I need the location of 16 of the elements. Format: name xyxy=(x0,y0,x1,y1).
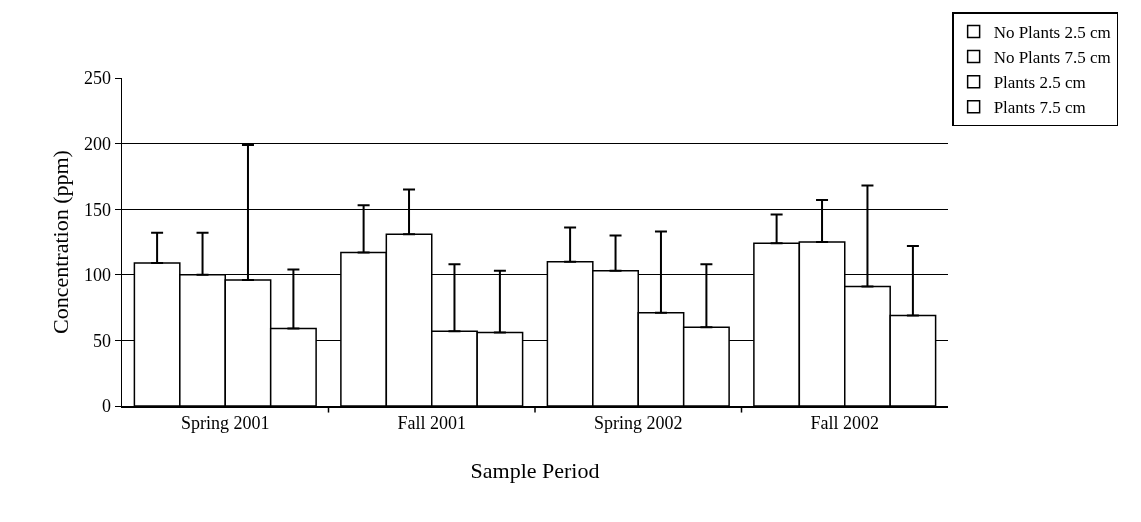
x-tick-label: Fall 2001 xyxy=(397,413,467,434)
y-tick-label: 50 xyxy=(92,330,111,351)
legend-label: No Plants 2.5 cm xyxy=(993,23,1111,43)
x-tick-label: Fall 2002 xyxy=(810,413,880,434)
y-tick-label: 150 xyxy=(83,199,111,220)
y-tick-label: 200 xyxy=(83,133,111,154)
y-tick-label: 0 xyxy=(101,396,111,417)
x-tick-label: Spring 2001 xyxy=(180,413,270,434)
x-tick-label: Spring 2002 xyxy=(593,413,683,434)
legend-label: Plants 7.5 cm xyxy=(993,98,1086,118)
x-axis-title: Sample Period xyxy=(470,457,600,483)
y-axis-title: Concentration (ppm) xyxy=(47,150,73,334)
legend-label: Plants 2.5 cm xyxy=(993,73,1086,93)
legend-label: No Plants 7.5 cm xyxy=(993,48,1111,68)
y-tick-label: 250 xyxy=(83,68,111,89)
y-tick-label: 100 xyxy=(83,265,111,286)
